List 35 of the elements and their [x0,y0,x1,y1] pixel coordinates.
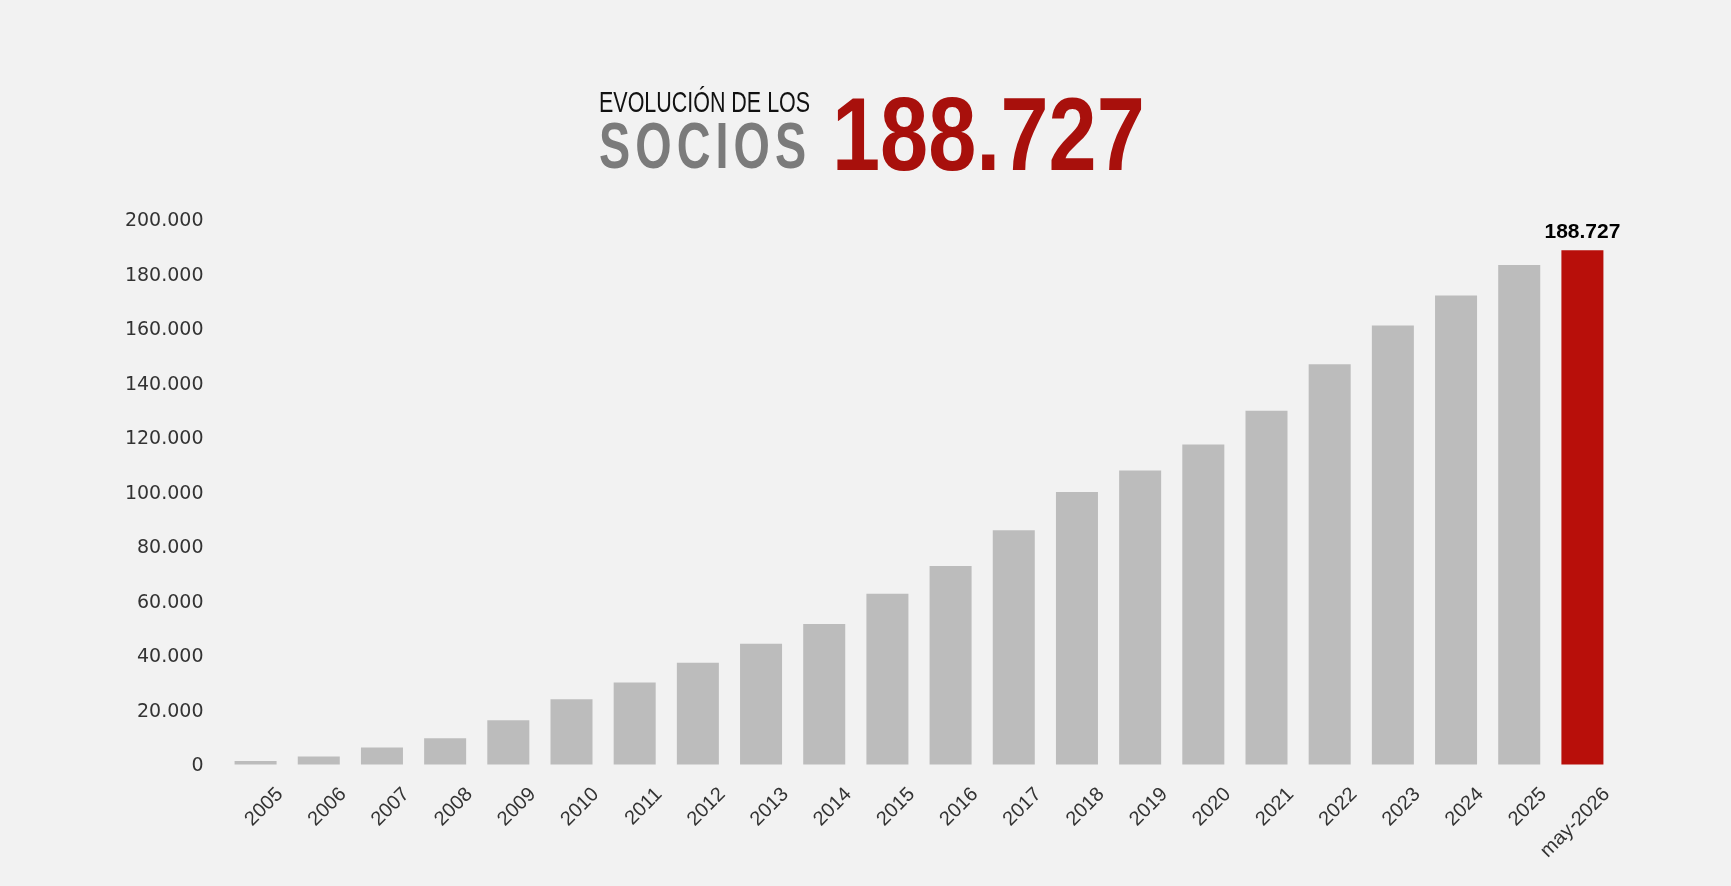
bar [360,747,403,765]
bar [1498,265,1541,765]
bar [1119,470,1162,765]
y-tick-label: 100.000 [124,480,204,503]
bar [929,566,972,765]
bar [1245,410,1288,765]
bar [1055,492,1098,765]
bar [803,623,846,765]
bar [1561,250,1604,765]
y-tick-label: 0 [191,753,204,775]
data-label: 188.727 [1544,219,1621,243]
y-tick-label: 20.000 [137,698,204,721]
bar [1308,364,1351,765]
bar [740,643,783,765]
bar [992,530,1035,765]
bar [676,662,719,765]
y-tick-label: 180.000 [124,262,204,285]
bar [1182,444,1225,765]
y-tick-label: 140.000 [124,371,204,394]
bar [550,699,593,765]
bar [487,720,530,765]
bar [234,760,277,765]
y-tick-label: 200.000 [124,208,204,230]
bar [297,756,340,765]
bar [1371,325,1414,765]
y-tick-label: 40.000 [137,644,204,666]
y-tick-label: 80.000 [137,535,204,557]
bar [1435,295,1478,765]
bar [866,593,909,765]
y-tick-label: 160.000 [124,317,204,339]
bar [424,738,467,765]
bar [613,682,656,765]
y-tick-label: 120.000 [124,426,204,448]
text: 188.727 [832,76,1145,194]
y-tick-label: 60.000 [137,589,204,612]
